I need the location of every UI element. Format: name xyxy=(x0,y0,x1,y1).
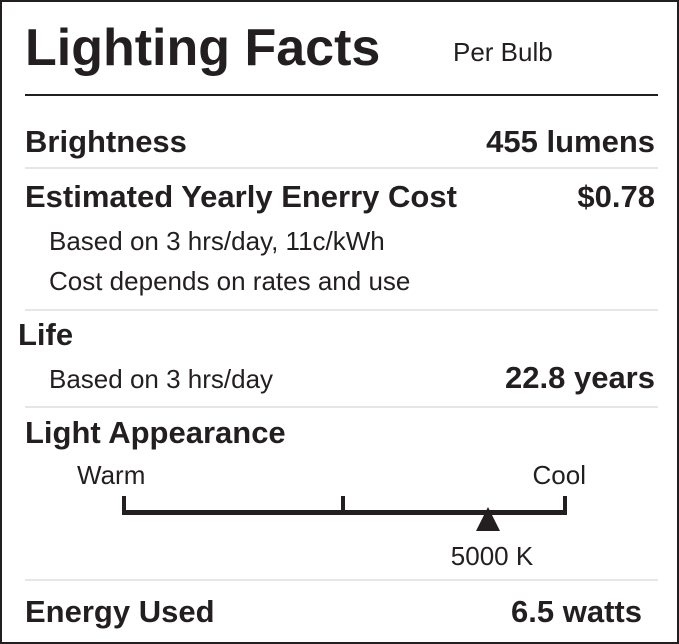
cost-note: Based on 3 hrs/day, 11c/kWh xyxy=(49,226,385,256)
appearance-scale xyxy=(122,496,567,531)
life-label: Life xyxy=(18,317,73,352)
cool-label: Cool xyxy=(533,460,586,490)
scale-tick xyxy=(122,496,126,515)
brightness-value: 455 lumens xyxy=(486,124,655,159)
warm-label: Warm xyxy=(77,460,145,490)
title: Lighting Facts xyxy=(25,19,380,77)
appearance-value: 5000 K xyxy=(451,541,534,571)
energy-value: 6.5 watts xyxy=(511,594,642,629)
scale-marker xyxy=(476,507,500,531)
appearance-label: Light Appearance xyxy=(25,415,286,450)
cost-note: Cost depends on rates and use xyxy=(49,266,410,296)
scale-tick xyxy=(563,496,567,515)
scale-tick xyxy=(341,496,345,515)
subtitle: Per Bulb xyxy=(453,37,553,67)
cost-label: Estimated Yearly Enerry Cost xyxy=(25,179,457,214)
life-note: Based on 3 hrs/day xyxy=(49,364,273,394)
life-value: 22.8 years xyxy=(505,360,655,395)
cost-value: $0.78 xyxy=(577,179,655,214)
energy-label: Energy Used xyxy=(25,594,215,629)
brightness-label: Brightness xyxy=(25,124,187,159)
